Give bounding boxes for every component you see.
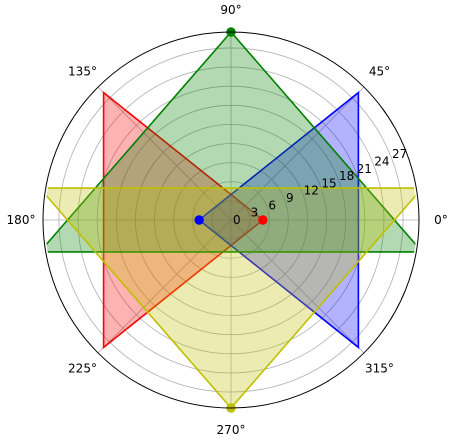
series-2-fill — [45, 34, 417, 252]
theta-tick-label-225: 225° — [68, 361, 97, 375]
series-layer — [45, 34, 417, 406]
series-2-line — [45, 34, 417, 253]
r-tick-label-9: 9 — [286, 191, 294, 205]
r-tick-label-27: 27 — [392, 147, 407, 161]
grid-spoke-225 — [97, 219, 232, 354]
series-1-line — [198, 90, 360, 350]
theta-tick-label-0: 0° — [434, 213, 448, 227]
r-tick-label-0: 0 — [233, 213, 241, 227]
r-tick-label-18: 18 — [339, 169, 354, 183]
theta-tick-label-315: 315° — [365, 361, 394, 375]
grid-layer — [43, 32, 419, 408]
theta-tick-label-90: 90° — [220, 3, 241, 17]
series-0-marker — [258, 215, 268, 225]
theta-tick-label-270: 270° — [217, 423, 246, 437]
series-1-fill — [199, 92, 359, 348]
r-tick-label-3: 3 — [251, 206, 259, 220]
r-tick-label-21: 21 — [357, 162, 372, 176]
series-0-line — [102, 90, 264, 350]
r-tick-label-6: 6 — [268, 198, 276, 212]
series-1-marker — [194, 215, 204, 225]
grid-spoke-135 — [97, 86, 232, 221]
theta-tick-label-135: 135° — [68, 65, 97, 79]
series-0-fill — [103, 92, 263, 348]
grid-spoke-315 — [230, 219, 365, 354]
r-tick-label-15: 15 — [321, 176, 336, 190]
theta-tick-label-45: 45° — [369, 65, 390, 79]
r-tick-label-12: 12 — [304, 184, 319, 198]
series-3-line — [45, 187, 417, 406]
grid-spoke-45 — [230, 86, 365, 221]
axes-frame — [42, 31, 420, 409]
series-3-fill — [45, 188, 417, 406]
angular-tick-labels: 0° 45° 90° 135° 180° 225° 270° 315° — [7, 3, 448, 437]
r-tick-label-24: 24 — [374, 154, 389, 168]
theta-tick-label-180: 180° — [7, 213, 36, 227]
